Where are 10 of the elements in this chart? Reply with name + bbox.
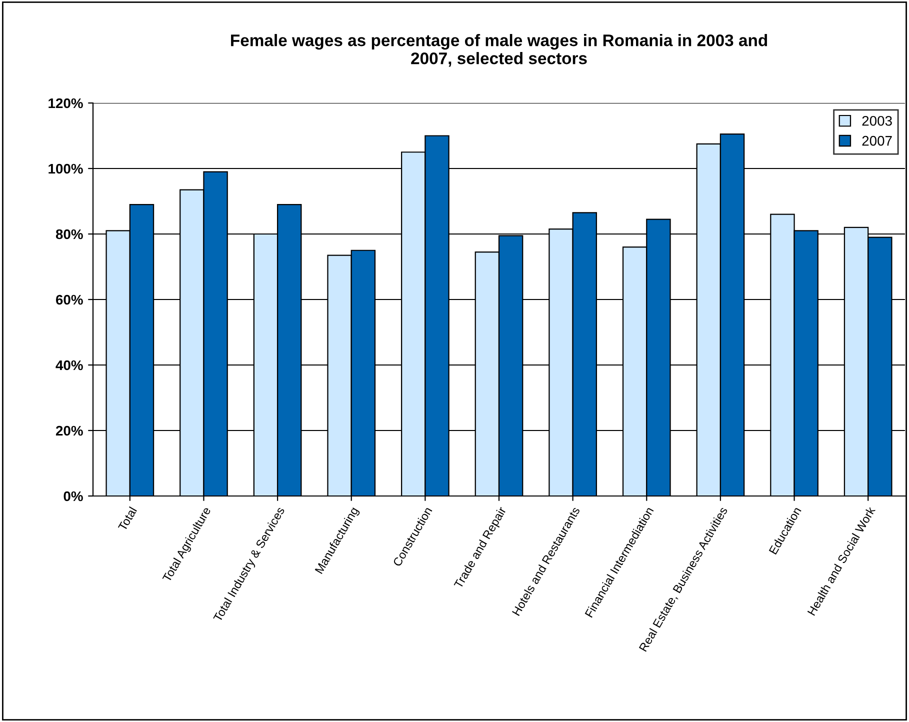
y-tick-label: 0% bbox=[64, 491, 83, 502]
y-tick-label: 40% bbox=[56, 360, 83, 370]
chart-title: Female wages as percentage of male wages in Romania in 2003 and 2007, selected sectors bbox=[231, 34, 768, 67]
legend-label: 2003 bbox=[862, 116, 892, 126]
legend-label: 2007 bbox=[862, 136, 892, 146]
y-tick-label: 120% bbox=[48, 98, 83, 108]
y-tick-label: 100% bbox=[48, 164, 83, 174]
y-tick-label: 60% bbox=[56, 294, 83, 305]
y-tick-label: 80% bbox=[56, 229, 83, 240]
y-tick-label: 20% bbox=[56, 426, 83, 436]
